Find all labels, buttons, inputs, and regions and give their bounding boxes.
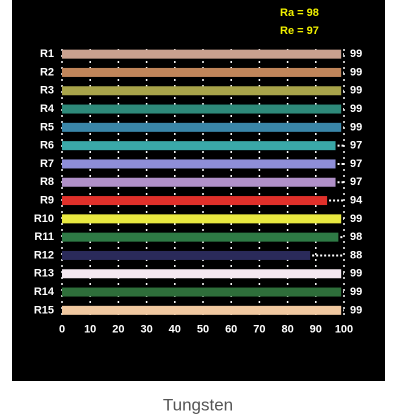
x-tick-label: 80 (281, 323, 293, 335)
bar (62, 67, 342, 77)
value-label: 98 (350, 231, 362, 243)
y-tick-label: R10 (34, 213, 54, 225)
y-tick-label: R14 (34, 286, 55, 298)
x-tick-label: 50 (197, 323, 209, 335)
x-tick-label: 20 (112, 323, 124, 335)
value-label: 99 (350, 121, 362, 133)
value-label: 99 (350, 48, 362, 60)
bar (62, 159, 336, 169)
x-tick-label: 60 (225, 323, 237, 335)
y-tick-label: R8 (40, 176, 54, 188)
chart-background (12, 0, 385, 381)
y-tick-label: R3 (40, 85, 54, 97)
y-tick-label: R15 (34, 304, 54, 316)
bar (62, 305, 342, 315)
value-label: 99 (350, 66, 362, 78)
x-tick-label: 10 (84, 323, 96, 335)
bar (62, 49, 342, 59)
y-tick-label: R6 (40, 140, 54, 152)
y-tick-label: R7 (40, 158, 54, 170)
x-tick-label: 40 (169, 323, 181, 335)
value-label: 97 (350, 140, 362, 152)
y-tick-label: R13 (34, 268, 54, 280)
y-tick-label: R9 (40, 194, 54, 206)
annotation: Ra = 98 (280, 7, 319, 19)
y-tick-label: R2 (40, 66, 54, 78)
bar (62, 214, 342, 224)
bar (62, 232, 339, 242)
y-tick-label: R4 (40, 103, 55, 115)
value-label: 97 (350, 158, 362, 170)
annotation: Re = 97 (280, 25, 319, 37)
value-label: 99 (350, 268, 362, 280)
x-tick-label: 90 (310, 323, 322, 335)
x-tick-label: 70 (253, 323, 265, 335)
y-tick-label: R11 (34, 231, 54, 243)
bar (62, 86, 342, 96)
value-label: 99 (350, 103, 362, 115)
value-label: 97 (350, 176, 362, 188)
y-tick-label: R5 (40, 121, 54, 133)
bar (62, 122, 342, 132)
bar (62, 250, 311, 260)
y-tick-label: R1 (40, 48, 54, 60)
value-label: 99 (350, 213, 362, 225)
bar (62, 104, 342, 114)
value-label: 99 (350, 85, 362, 97)
bar (62, 177, 336, 187)
bar (62, 196, 328, 206)
y-tick-label: R12 (34, 249, 54, 261)
bar (62, 141, 336, 151)
value-label: 99 (350, 286, 362, 298)
bar (62, 287, 342, 297)
x-tick-label: 30 (140, 323, 152, 335)
caption: Tungsten (163, 395, 233, 414)
value-label: 94 (350, 194, 363, 206)
x-tick-label: 0 (59, 323, 65, 335)
value-label: 88 (350, 249, 362, 261)
x-tick-label: 100 (335, 323, 353, 335)
bar (62, 269, 342, 279)
value-label: 99 (350, 304, 362, 316)
